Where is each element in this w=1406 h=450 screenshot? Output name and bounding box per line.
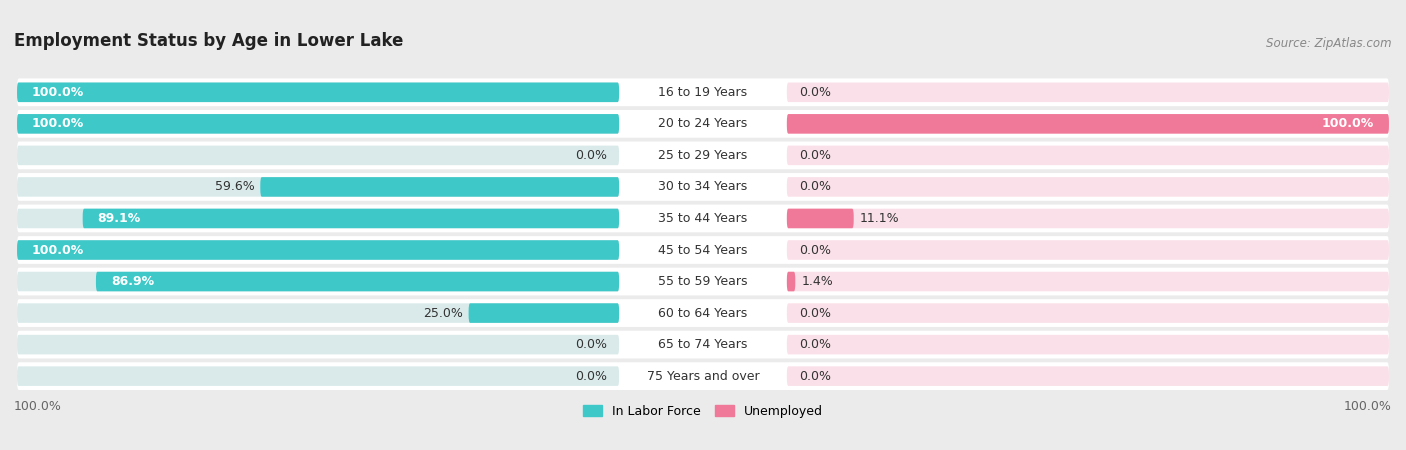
FancyBboxPatch shape [17, 177, 619, 197]
FancyBboxPatch shape [787, 335, 1389, 355]
Text: 100.0%: 100.0% [32, 117, 84, 130]
FancyBboxPatch shape [17, 272, 619, 291]
Text: 89.1%: 89.1% [97, 212, 141, 225]
Text: 11.1%: 11.1% [859, 212, 900, 225]
FancyBboxPatch shape [17, 362, 1389, 390]
FancyBboxPatch shape [17, 146, 619, 165]
Text: 0.0%: 0.0% [799, 149, 831, 162]
FancyBboxPatch shape [17, 240, 619, 260]
Text: 0.0%: 0.0% [799, 86, 831, 99]
Text: 100.0%: 100.0% [32, 86, 84, 99]
FancyBboxPatch shape [83, 209, 619, 228]
FancyBboxPatch shape [787, 114, 1389, 134]
Text: 60 to 64 Years: 60 to 64 Years [658, 306, 748, 320]
FancyBboxPatch shape [787, 82, 1389, 102]
FancyBboxPatch shape [787, 146, 1389, 165]
Text: 65 to 74 Years: 65 to 74 Years [658, 338, 748, 351]
FancyBboxPatch shape [787, 366, 1389, 386]
Text: Employment Status by Age in Lower Lake: Employment Status by Age in Lower Lake [14, 32, 404, 50]
FancyBboxPatch shape [17, 82, 619, 102]
Text: 20 to 24 Years: 20 to 24 Years [658, 117, 748, 130]
FancyBboxPatch shape [17, 240, 619, 260]
Legend: In Labor Force, Unemployed: In Labor Force, Unemployed [578, 400, 828, 423]
Text: 30 to 34 Years: 30 to 34 Years [658, 180, 748, 194]
FancyBboxPatch shape [787, 209, 853, 228]
FancyBboxPatch shape [787, 114, 1389, 134]
Text: 0.0%: 0.0% [575, 149, 607, 162]
Text: 25 to 29 Years: 25 to 29 Years [658, 149, 748, 162]
Text: 0.0%: 0.0% [799, 180, 831, 194]
FancyBboxPatch shape [787, 303, 1389, 323]
FancyBboxPatch shape [17, 268, 1389, 295]
FancyBboxPatch shape [17, 114, 619, 134]
FancyBboxPatch shape [787, 209, 1389, 228]
FancyBboxPatch shape [17, 205, 1389, 232]
FancyBboxPatch shape [96, 272, 619, 291]
Text: 1.4%: 1.4% [801, 275, 832, 288]
FancyBboxPatch shape [17, 141, 1389, 169]
FancyBboxPatch shape [17, 366, 619, 386]
Text: 0.0%: 0.0% [799, 369, 831, 382]
FancyBboxPatch shape [17, 331, 1389, 359]
FancyBboxPatch shape [468, 303, 619, 323]
FancyBboxPatch shape [17, 335, 619, 355]
FancyBboxPatch shape [787, 177, 1389, 197]
FancyBboxPatch shape [787, 272, 1389, 291]
Text: 45 to 54 Years: 45 to 54 Years [658, 243, 748, 256]
FancyBboxPatch shape [260, 177, 619, 197]
Text: 59.6%: 59.6% [215, 180, 254, 194]
Text: 55 to 59 Years: 55 to 59 Years [658, 275, 748, 288]
FancyBboxPatch shape [17, 82, 619, 102]
FancyBboxPatch shape [787, 240, 1389, 260]
FancyBboxPatch shape [17, 110, 1389, 138]
FancyBboxPatch shape [17, 236, 1389, 264]
FancyBboxPatch shape [787, 272, 796, 291]
FancyBboxPatch shape [17, 114, 619, 134]
Text: 100.0%: 100.0% [32, 243, 84, 256]
Text: 86.9%: 86.9% [111, 275, 155, 288]
Text: 16 to 19 Years: 16 to 19 Years [658, 86, 748, 99]
FancyBboxPatch shape [17, 173, 1389, 201]
Text: 0.0%: 0.0% [799, 243, 831, 256]
Text: 35 to 44 Years: 35 to 44 Years [658, 212, 748, 225]
Text: 25.0%: 25.0% [423, 306, 463, 320]
FancyBboxPatch shape [17, 299, 1389, 327]
Text: 0.0%: 0.0% [575, 369, 607, 382]
Text: 100.0%: 100.0% [14, 400, 62, 413]
Text: 0.0%: 0.0% [575, 338, 607, 351]
Text: 100.0%: 100.0% [1344, 400, 1392, 413]
Text: Source: ZipAtlas.com: Source: ZipAtlas.com [1267, 37, 1392, 50]
FancyBboxPatch shape [17, 209, 619, 228]
Text: 0.0%: 0.0% [799, 338, 831, 351]
Text: 100.0%: 100.0% [1322, 117, 1374, 130]
FancyBboxPatch shape [17, 78, 1389, 106]
FancyBboxPatch shape [17, 303, 619, 323]
Text: 0.0%: 0.0% [799, 306, 831, 320]
Text: 75 Years and over: 75 Years and over [647, 369, 759, 382]
